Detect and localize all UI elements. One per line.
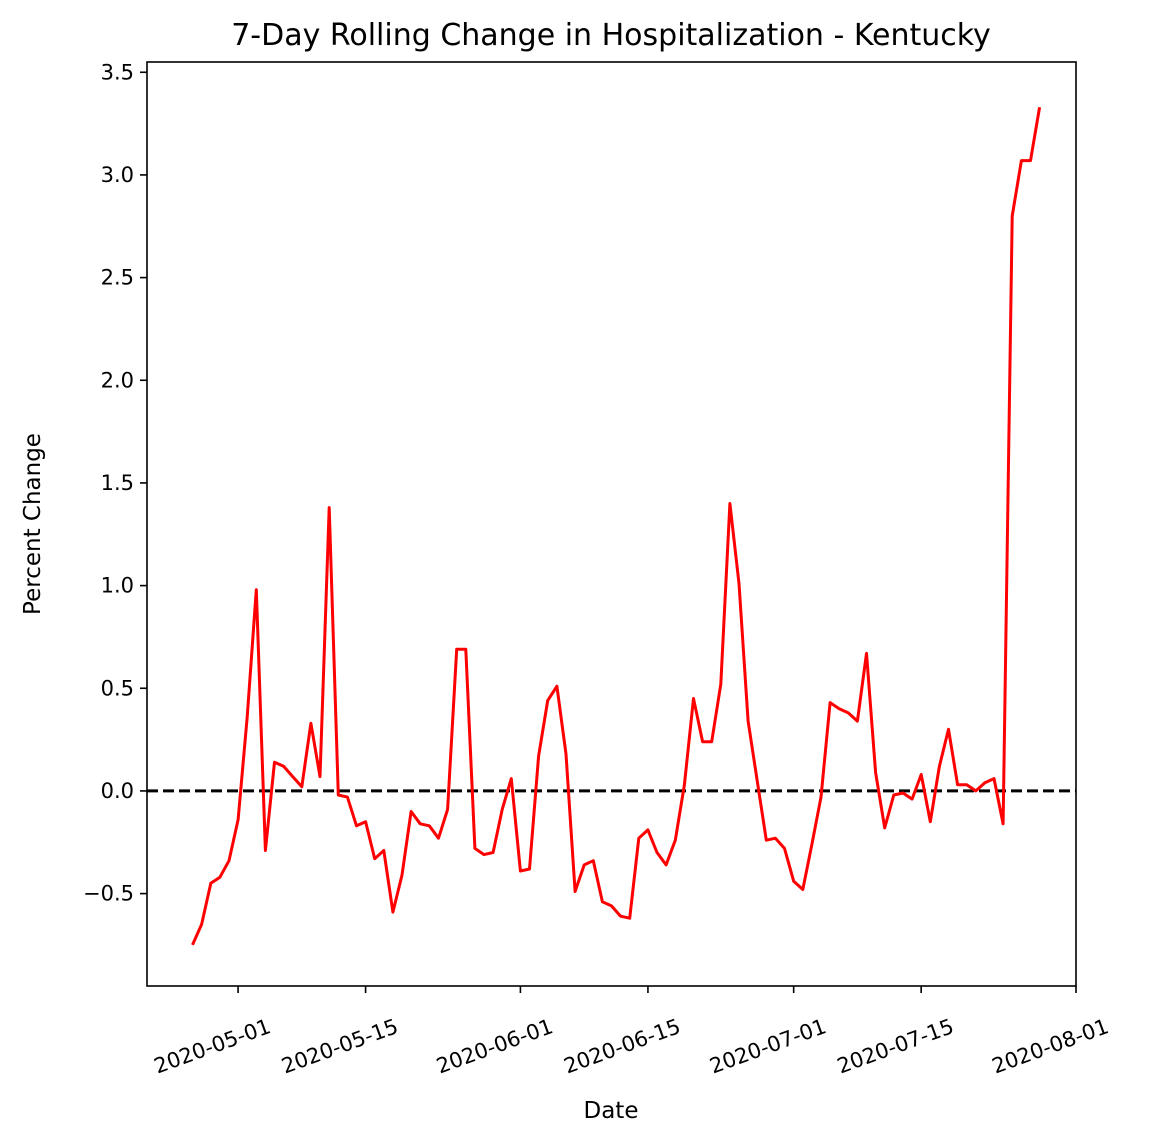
y-axis-label: Percent Change [20,433,46,615]
x-tick-label: 2020-07-01 [706,1014,829,1078]
series-line [193,107,1040,945]
x-tick-label: 2020-06-15 [561,1014,684,1078]
y-tick-label: −0.5 [83,882,134,906]
y-tick-label: 1.0 [101,574,134,598]
y-tick-label: 0.5 [101,676,134,700]
plot-frame [147,62,1076,986]
y-tick-label: 1.5 [101,471,134,495]
x-tick-label: 2020-06-01 [433,1014,556,1078]
y-tick-label: 2.0 [101,368,134,392]
y-tick-label: 3.0 [101,163,134,187]
y-tick-label: 2.5 [101,266,134,290]
x-axis-label: Date [584,1098,639,1124]
y-tick-label: 0.0 [101,779,134,803]
x-tick-label: 2020-05-01 [151,1014,274,1078]
x-tick-label: 2020-05-15 [278,1014,401,1078]
x-tick-label: 2020-08-01 [989,1014,1112,1078]
y-tick-label: 3.5 [101,60,134,84]
plot-content [147,107,1076,945]
x-axis: 2020-05-01 2020-05-15 2020-06-01 2020-06-15… [151,986,1112,1078]
chart-title: 7-Day Rolling Change in Hospitalization … [231,18,991,53]
y-axis: −0.5 0.0 0.5 1.0 1.5 2.0 2.5 3.0 3.5 [83,60,147,905]
x-tick-label: 2020-07-15 [834,1014,957,1078]
